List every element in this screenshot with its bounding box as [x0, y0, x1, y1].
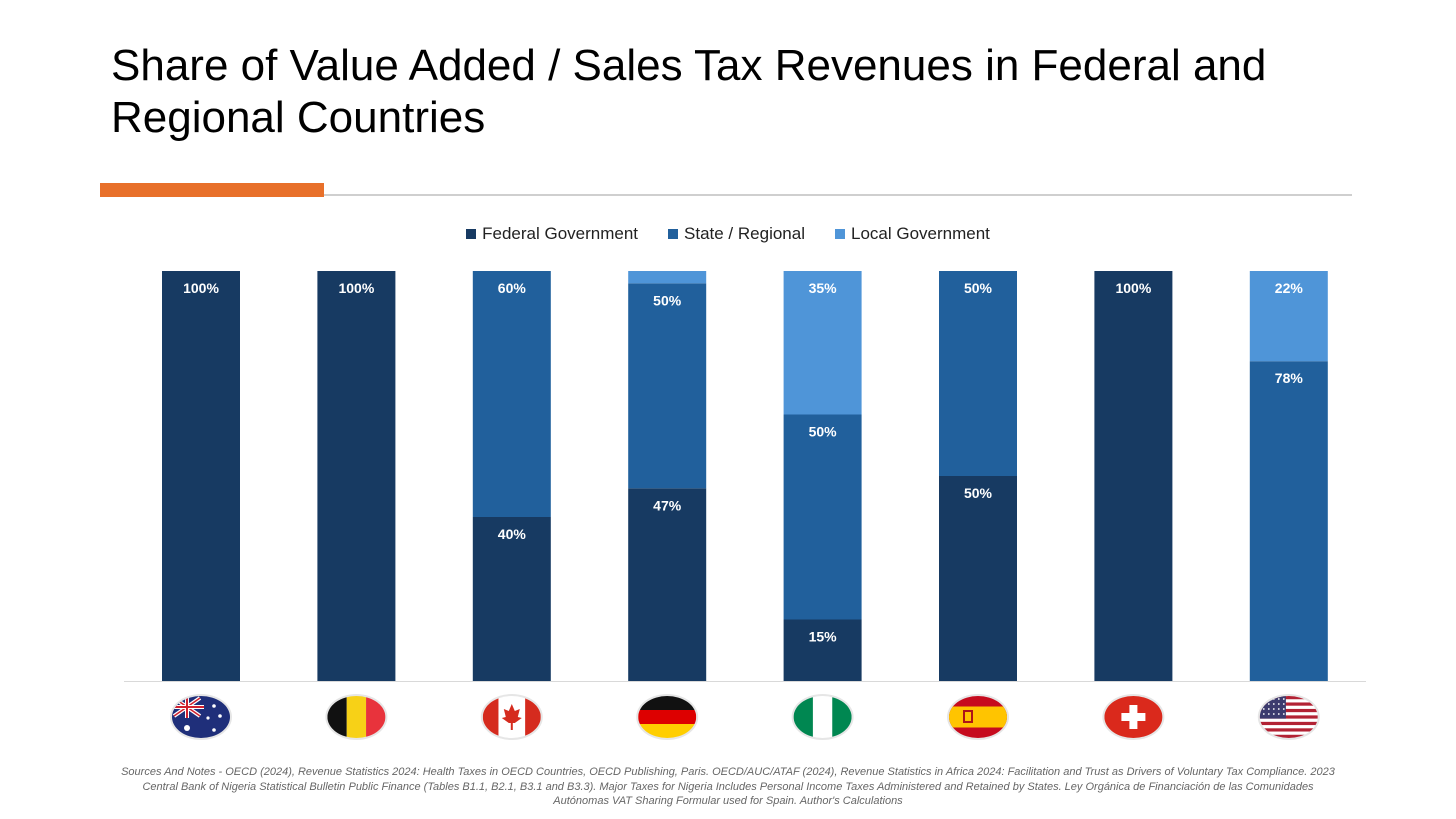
bar-federal-nigeria: [783, 619, 862, 681]
data-label-state-spain: 50%: [964, 280, 993, 296]
bar-federal-australia: [162, 271, 240, 681]
bar-federal-switzerland: [1094, 271, 1173, 681]
page-title: Share of Value Added / Sales Tax Revenue…: [111, 41, 1267, 142]
bar-local-usa: [1249, 271, 1328, 362]
data-label-federal-australia: 100%: [183, 280, 219, 296]
bar-state-spain: [939, 271, 1017, 476]
data-label-federal-canada: 40%: [498, 526, 527, 542]
bar-federal-belgium: [317, 271, 396, 681]
legend-swatch-local: [834, 229, 845, 239]
data-label-state-usa: 78%: [1275, 370, 1304, 386]
legend-label-state: State / Regional: [684, 224, 805, 243]
data-label-federal-nigeria: 15%: [809, 629, 838, 645]
legend-label-local: Local Government: [850, 224, 990, 243]
divider-line: [100, 194, 1352, 196]
spain-flag-icon: [947, 694, 1009, 740]
data-label-federal-belgium: 100%: [338, 280, 374, 296]
bar-federal-germany: [628, 488, 707, 681]
bar-federal-canada: [472, 517, 551, 681]
canada-flag-icon: [480, 694, 543, 740]
nigeria-flag-icon: [791, 694, 854, 740]
data-label-state-canada: 60%: [498, 280, 527, 296]
bar-state-nigeria: [783, 414, 862, 620]
data-label-federal-germany: 47%: [653, 497, 682, 513]
data-label-state-germany: 50%: [653, 292, 682, 308]
legend-label-federal: Federal Government: [482, 224, 639, 243]
usa-flag-icon: [1257, 694, 1320, 740]
data-label-state-nigeria: 50%: [809, 424, 838, 440]
switzerland-flag-icon: [1102, 694, 1165, 740]
data-label-local-usa: 22%: [1275, 280, 1304, 296]
data-label-local-nigeria: 35%: [809, 280, 838, 296]
bar-federal-spain: [939, 476, 1017, 681]
chart-legend: Federal Government State / Regional Loca…: [0, 222, 1456, 246]
bar-state-usa: [1249, 361, 1328, 681]
bar-state-canada: [472, 271, 551, 517]
data-label-federal-switzerland: 100%: [1115, 280, 1151, 296]
sources-footnote: Sources And Notes - OECD (2024), Revenue…: [121, 766, 1335, 807]
legend-swatch-state: [668, 229, 679, 239]
belgium-flag-icon: [325, 694, 388, 740]
bar-local-nigeria: [783, 271, 862, 415]
legend-swatch-federal: [466, 229, 477, 239]
accent-bar: [100, 183, 324, 197]
bar-state-germany: [628, 283, 707, 489]
bar-local-germany: [628, 271, 707, 284]
legend-item-state: State / Regional: [668, 222, 805, 246]
germany-flag-icon: [636, 694, 699, 740]
legend-item-local: Local Government: [834, 222, 990, 246]
legend-item-federal: Federal Government: [466, 222, 638, 246]
data-label-federal-spain: 50%: [964, 485, 993, 501]
australia-flag-icon: [170, 694, 232, 740]
